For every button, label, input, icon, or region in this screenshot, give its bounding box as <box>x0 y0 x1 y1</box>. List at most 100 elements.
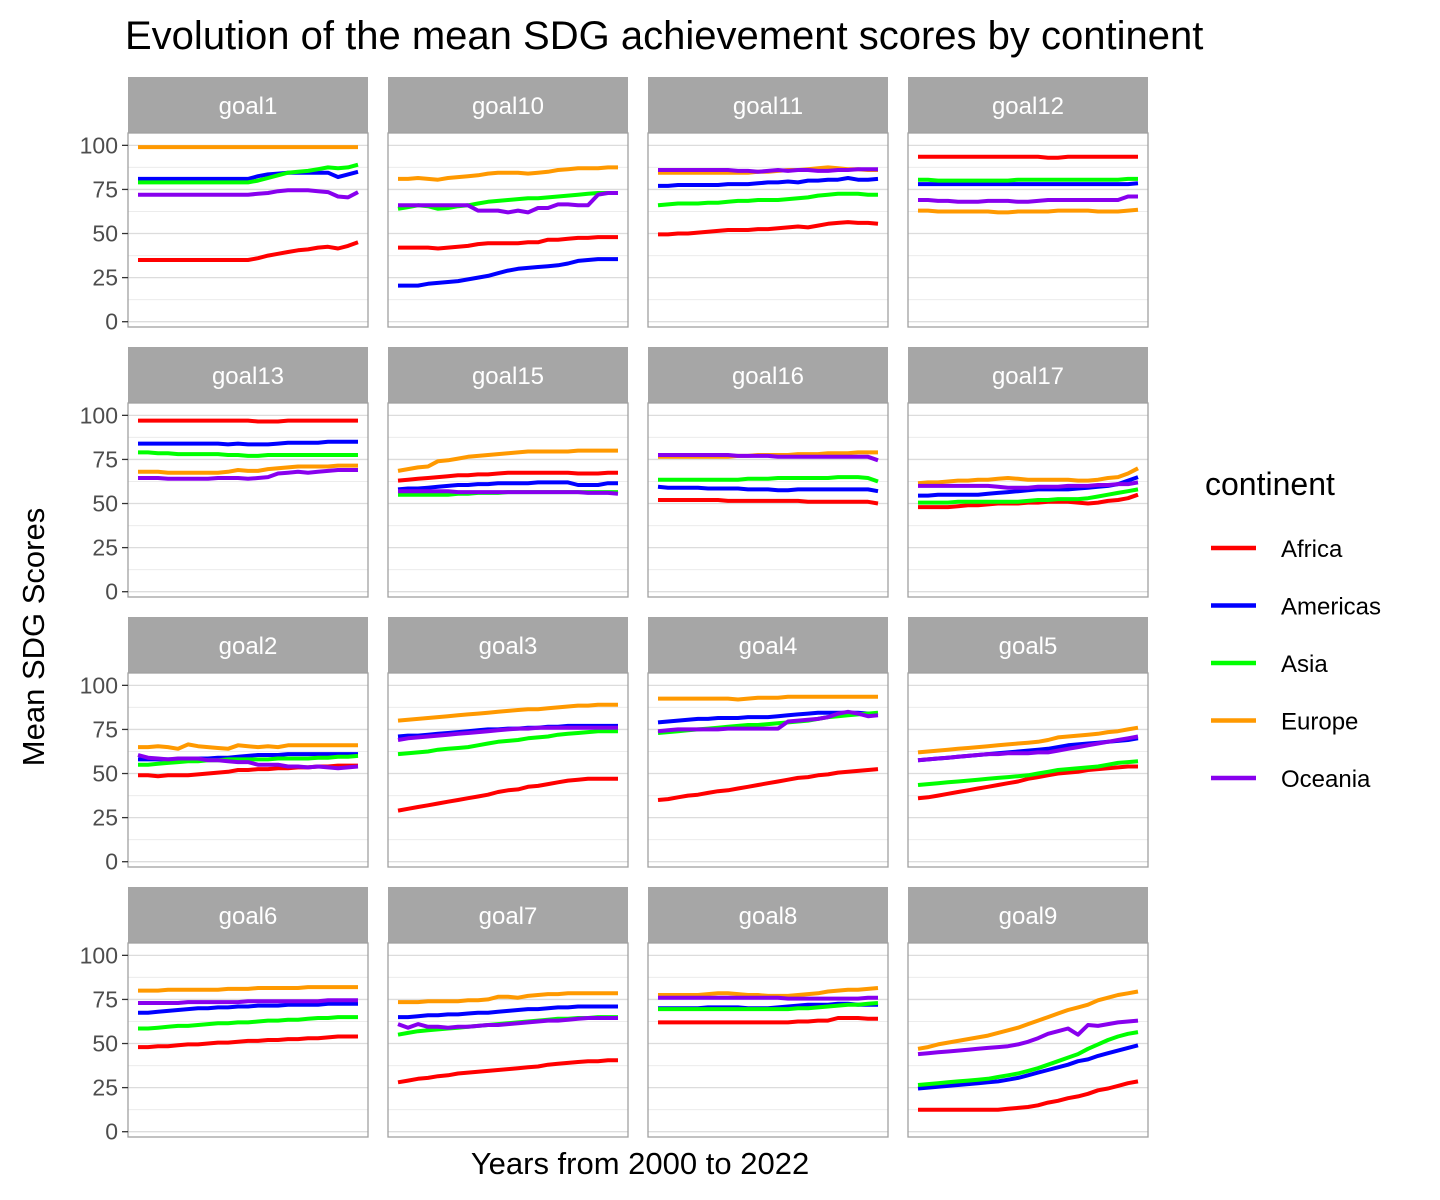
panel-goal1: goal1 0 25 50 75 100 <box>80 77 369 335</box>
y-tick-label: 50 <box>92 761 118 787</box>
strip-label-goal10: goal10 <box>472 93 544 120</box>
series-line-oceania-goal15 <box>398 489 619 496</box>
panel-goal12: goal12 <box>907 77 1149 328</box>
series-line-americas-goal12 <box>918 181 1139 187</box>
strip-goal12 <box>908 77 1148 133</box>
y-tick-label: 25 <box>92 535 118 561</box>
series-line-africa-goal5 <box>917 764 1138 801</box>
strip-goal15 <box>388 347 628 403</box>
series-line-americas-goal9 <box>917 1043 1139 1091</box>
y-tick-label: 25 <box>92 1075 118 1101</box>
series-line-oceania-goal6 <box>138 998 358 1005</box>
panel-goal4: goal4 <box>647 617 889 868</box>
y-tick-label: 50 <box>92 491 118 517</box>
series-line-americas-goal6 <box>138 1001 358 1015</box>
series-line-americas-goal10 <box>398 257 618 288</box>
legend-label-europe: Europe <box>1281 709 1358 736</box>
chart-title: Evolution of the mean SDG achievement sc… <box>125 14 1203 58</box>
panel-border-goal7 <box>387 942 629 1138</box>
series-line-americas-goal7 <box>398 1004 618 1020</box>
panel-border-goal4 <box>647 672 889 868</box>
series-line-oceania-goal17 <box>918 480 1139 490</box>
x-axis-title: Years from 2000 to 2022 <box>471 1146 809 1181</box>
y-tick-label: 50 <box>92 1031 118 1057</box>
series-line-europe-goal13 <box>138 463 358 475</box>
y-tick-label: 0 <box>105 579 118 605</box>
y-tick-label: 50 <box>92 221 118 247</box>
series-line-americas-goal16 <box>657 484 879 494</box>
series-line-americas-goal11 <box>658 176 879 188</box>
series-line-oceania-goal2 <box>137 753 359 771</box>
y-axis-title: Mean SDG Scores <box>16 508 51 766</box>
series-line-europe-goal6 <box>138 985 358 993</box>
panel-goal5: goal5 <box>907 617 1149 868</box>
panel-border-goal12 <box>907 132 1149 328</box>
panel-goal2: goal2 0 25 50 75 100 <box>80 617 369 875</box>
panel-goal17: goal17 <box>907 347 1149 598</box>
panel-goal15: goal15 <box>387 347 629 598</box>
strip-goal6 <box>128 887 368 943</box>
panel-border-goal9 <box>907 942 1149 1138</box>
panel-border-goal8 <box>647 942 889 1138</box>
strip-label-goal2: goal2 <box>219 633 278 660</box>
series-line-oceania-goal8 <box>658 995 878 1001</box>
series-line-oceania-goal10 <box>398 191 618 215</box>
series-line-oceania-goal12 <box>918 194 1138 204</box>
strip-goal11 <box>648 77 888 133</box>
series-line-europe-goal15 <box>397 448 618 473</box>
panel-goal9: goal9 <box>907 887 1149 1138</box>
series-line-europe-goal4 <box>658 694 878 702</box>
panel-goal16: goal16 <box>647 347 889 598</box>
strip-label-goal5: goal5 <box>999 633 1058 660</box>
series-line-africa-goal10 <box>398 235 618 251</box>
y-tick-label: 100 <box>80 402 118 428</box>
strip-label-goal17: goal17 <box>992 363 1064 390</box>
strip-label-goal16: goal16 <box>732 363 804 390</box>
series-line-asia-goal17 <box>918 487 1139 505</box>
strip-goal8 <box>648 887 888 943</box>
panel-border-goal5 <box>907 672 1149 868</box>
series-line-africa-goal3 <box>397 776 618 813</box>
series-line-americas-goal15 <box>397 480 618 492</box>
panel-border-goal15 <box>387 402 629 598</box>
strip-goal5 <box>908 617 1148 673</box>
panel-border-goal13 <box>127 402 369 598</box>
strip-label-goal8: goal8 <box>739 903 798 930</box>
series-line-europe-goal2 <box>138 742 358 751</box>
series-line-asia-goal2 <box>138 753 359 767</box>
series-line-oceania-goal1 <box>138 188 359 200</box>
series-line-africa-goal8 <box>658 1016 878 1025</box>
series-line-asia-goal11 <box>657 191 878 208</box>
series-line-americas-goal1 <box>138 169 359 181</box>
series-line-europe-goal3 <box>397 702 618 723</box>
legend-label-africa: Africa <box>1281 536 1343 563</box>
series-line-asia-goal12 <box>918 176 1138 183</box>
series-line-europe-goal10 <box>398 165 618 182</box>
panel-goal8: goal8 <box>647 887 889 1138</box>
strip-goal13 <box>128 347 368 403</box>
y-tick-label: 0 <box>105 1119 118 1145</box>
strip-goal7 <box>388 887 628 943</box>
series-line-africa-goal11 <box>658 220 879 237</box>
panel-goal6: goal6 0 25 50 75 100 <box>80 887 369 1145</box>
series-line-oceania-goal11 <box>658 167 878 174</box>
y-tick-label: 75 <box>92 176 118 202</box>
series-line-oceania-goal4 <box>657 709 879 734</box>
series-line-asia-goal6 <box>138 1015 358 1031</box>
strip-goal2 <box>128 617 368 673</box>
panel-goal7: goal7 <box>387 887 629 1138</box>
panel-border-goal6 <box>127 942 369 1138</box>
legend-title: continent <box>1205 466 1335 502</box>
series-line-africa-goal6 <box>138 1034 358 1050</box>
series-line-africa-goal16 <box>658 498 879 506</box>
strip-label-goal11: goal11 <box>733 93 803 120</box>
series-line-oceania-goal7 <box>397 1016 618 1030</box>
strip-label-goal7: goal7 <box>479 903 538 930</box>
series-line-europe-goal12 <box>918 207 1139 215</box>
series-line-asia-goal16 <box>658 475 879 484</box>
series-line-africa-goal1 <box>138 240 359 262</box>
panel-goal3: goal3 <box>387 617 629 868</box>
series-line-africa-goal9 <box>918 1079 1139 1112</box>
series-line-oceania-goal5 <box>917 734 1139 763</box>
y-tick-label: 100 <box>80 672 118 698</box>
